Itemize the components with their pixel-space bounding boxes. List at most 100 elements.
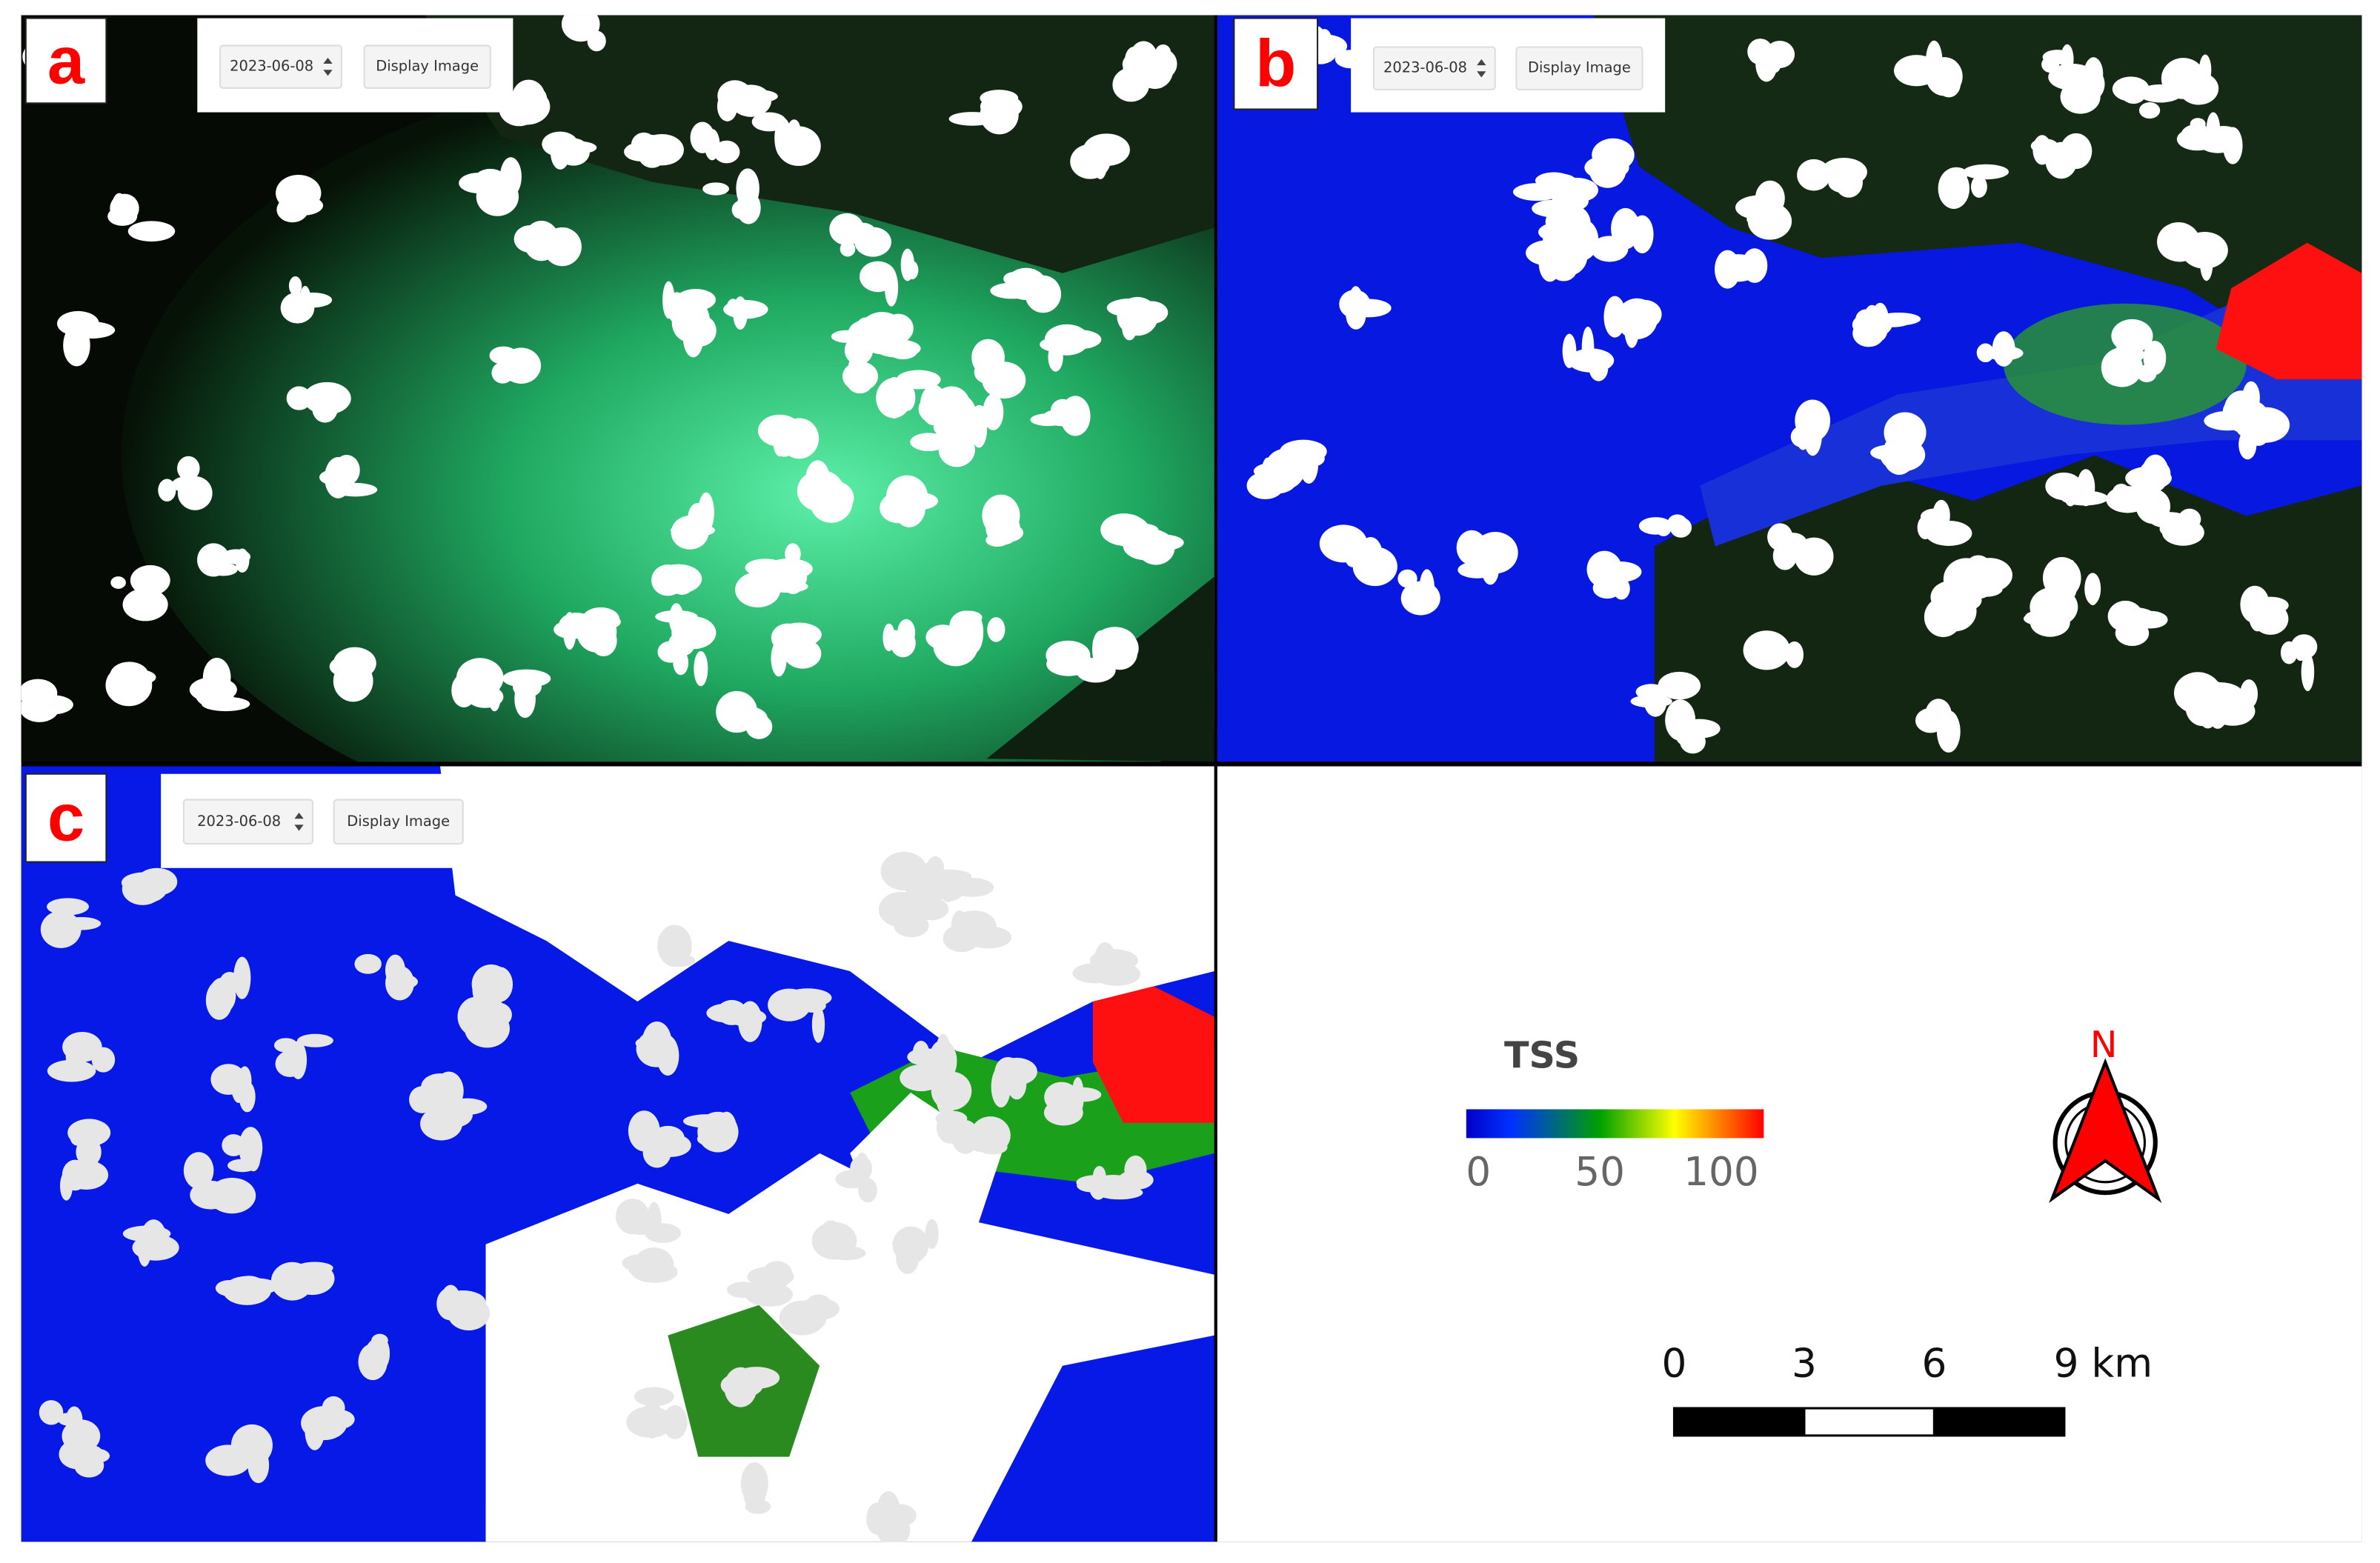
- cloud: [773, 427, 788, 457]
- cloud: [905, 870, 950, 904]
- date-select[interactable]: [219, 44, 342, 89]
- cloud: [280, 292, 315, 324]
- cloud: [110, 576, 126, 589]
- select-arrows: [323, 57, 333, 76]
- cloud: [205, 1444, 251, 1476]
- display-button[interactable]: [1515, 46, 1643, 90]
- cloud: [1630, 695, 1672, 708]
- cloud: [848, 318, 897, 347]
- date-text: 2023-06-08: [1383, 59, 1467, 76]
- cloud: [498, 365, 536, 382]
- button-text: Display Image: [1528, 59, 1631, 76]
- cloud: [2161, 232, 2198, 262]
- date-select[interactable]: [182, 799, 314, 845]
- cloud: [694, 650, 708, 687]
- cloud: [135, 596, 149, 613]
- label-box: [24, 17, 107, 104]
- cloud: [882, 1504, 917, 1527]
- cloud: [726, 299, 739, 316]
- cloud: [1937, 70, 1961, 98]
- cloud: [1122, 316, 1137, 341]
- cloud: [730, 84, 772, 117]
- cloud: [219, 972, 240, 992]
- cloud: [1481, 551, 1500, 585]
- cloud: [275, 1050, 305, 1078]
- cloud: [286, 386, 312, 410]
- cloud: [189, 676, 237, 703]
- mask: [485, 1153, 1214, 1542]
- scale-segment: [1672, 1407, 1806, 1437]
- cloud: [840, 241, 856, 257]
- cloud: [1397, 569, 1417, 588]
- cloud: [322, 1396, 345, 1420]
- cloud: [2101, 347, 2143, 387]
- cloud: [736, 168, 759, 209]
- cloud: [210, 1064, 247, 1095]
- scale-label: 3: [1792, 1340, 1817, 1386]
- cloud: [1778, 533, 1807, 551]
- cloud: [785, 543, 801, 565]
- cloud: [2030, 608, 2070, 637]
- button-text: Display Image: [376, 58, 479, 75]
- cloud: [936, 1033, 951, 1065]
- cloud: [1083, 133, 1130, 167]
- cloud: [698, 492, 714, 533]
- north-arrow: N: [2049, 1023, 2162, 1204]
- cloud: [1052, 650, 1092, 673]
- cloud: [57, 310, 99, 336]
- cloud: [735, 572, 781, 607]
- cloud: [39, 1400, 64, 1425]
- cloud: [1117, 1170, 1154, 1190]
- cloud: [626, 1406, 674, 1439]
- cloud: [333, 482, 378, 497]
- mask: [440, 766, 1214, 1062]
- cloud: [888, 341, 918, 360]
- cloud: [1567, 241, 1597, 257]
- cloud: [354, 953, 382, 974]
- scale-label: 9 km: [2054, 1340, 2153, 1386]
- cloud: [1963, 164, 2009, 180]
- cloud: [826, 1223, 852, 1247]
- clouds: [39, 851, 1154, 1542]
- cloud: [1755, 45, 1778, 82]
- cloud: [831, 330, 862, 343]
- cloud: [622, 1213, 659, 1235]
- cloud: [662, 1405, 688, 1439]
- cloud: [127, 221, 176, 242]
- legend-tick-label: 50: [1575, 1149, 1625, 1195]
- select-arrows: [294, 812, 304, 831]
- cloud: [662, 281, 675, 319]
- label-box: [1233, 17, 1319, 110]
- legend-title: TSS: [1504, 1033, 1580, 1076]
- legend-tick-label: 0: [1466, 1149, 1491, 1195]
- cloud: [1795, 399, 1831, 442]
- display-button[interactable]: [363, 44, 491, 89]
- cloud: [1785, 641, 1804, 668]
- cloud: [1591, 236, 1629, 262]
- cloud: [239, 1081, 256, 1113]
- date-select[interactable]: [1372, 46, 1496, 90]
- cloud: [887, 630, 903, 644]
- cloud: [622, 1254, 659, 1272]
- display-button[interactable]: [333, 799, 464, 845]
- cloud: [897, 492, 938, 510]
- cloud: [238, 1278, 278, 1295]
- cloud: [767, 580, 808, 593]
- cloud: [980, 90, 1019, 107]
- cloud: [866, 1502, 889, 1535]
- cloud: [2121, 82, 2147, 104]
- cloud: [776, 126, 821, 167]
- cloud: [91, 1047, 116, 1073]
- cloud: [996, 1057, 1037, 1086]
- cloud: [682, 1114, 730, 1128]
- cloud: [1592, 577, 1622, 599]
- cloud: [925, 1219, 939, 1249]
- cloud: [590, 624, 617, 657]
- cloud: [1592, 138, 1635, 172]
- cloud: [634, 1387, 674, 1407]
- cloud: [683, 314, 717, 347]
- cloud: [2222, 127, 2243, 164]
- cloud: [1835, 167, 1864, 198]
- cloud: [1091, 630, 1110, 669]
- cloud: [788, 119, 801, 139]
